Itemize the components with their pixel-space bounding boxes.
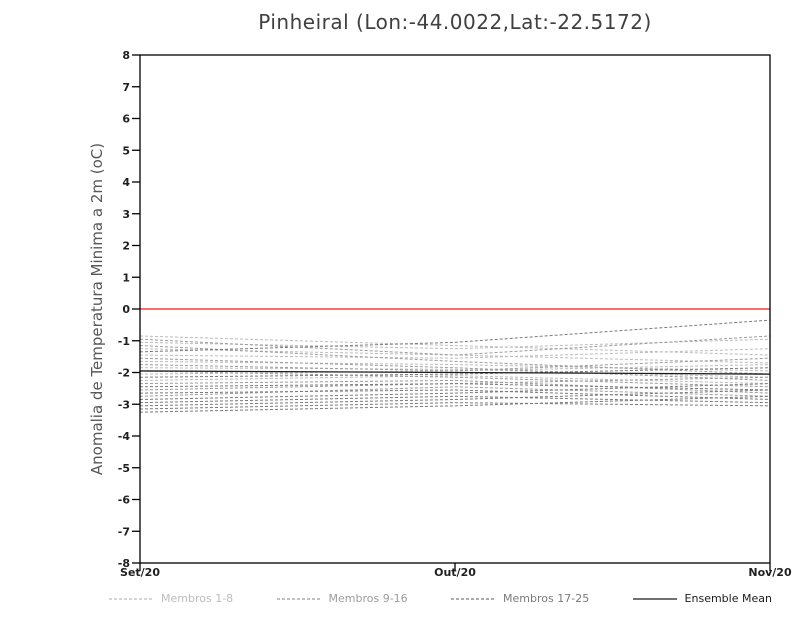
y-tick-label: 5 xyxy=(122,144,130,157)
x-tick-label: Nov/20 xyxy=(748,566,792,579)
y-tick-label: 6 xyxy=(122,113,130,126)
series-line-group-2 xyxy=(139,319,771,353)
series-line-group-0 xyxy=(139,335,771,356)
legend: Membros 1-8 Membros 9-16 Membros 17-25 E… xyxy=(108,592,772,605)
series-line-group-2 xyxy=(139,395,771,413)
series-line-group-1 xyxy=(139,379,771,394)
legend-label-membros-9-16: Membros 9-16 xyxy=(328,592,408,605)
y-tick-label: 1 xyxy=(122,271,130,284)
series-line-group-3 xyxy=(139,370,771,375)
series-line-group-0 xyxy=(139,348,771,364)
series-line-group-2 xyxy=(139,389,771,400)
x-tick-label: Out/20 xyxy=(434,566,476,579)
legend-item-membros-1-8: Membros 1-8 xyxy=(108,592,233,605)
y-tick-label: 2 xyxy=(122,240,130,253)
series-line-group-1 xyxy=(139,335,771,356)
y-tick-label: 8 xyxy=(122,49,130,62)
legend-line-swatch-ensemble-mean xyxy=(632,597,677,600)
series-line-group-2 xyxy=(139,383,771,391)
y-tick-label: 0 xyxy=(122,303,130,316)
y-tick-label: -7 xyxy=(118,525,130,538)
series-line-group-0 xyxy=(139,338,771,350)
legend-label-ensemble-mean: Ensemble Mean xyxy=(684,592,772,605)
legend-line-swatch-membros-17-25 xyxy=(451,597,496,600)
x-tick-label: Set/20 xyxy=(120,566,160,579)
legend-line-swatch-membros-9-16 xyxy=(276,597,321,600)
y-tick-label: -5 xyxy=(118,462,130,475)
series-line-group-1 xyxy=(139,357,771,372)
series-line-group-0 xyxy=(139,348,771,359)
legend-label-membros-17-25: Membros 17-25 xyxy=(503,592,590,605)
series-line-group-1 xyxy=(139,357,771,381)
y-tick-label: -1 xyxy=(118,335,130,348)
legend-item-ensemble-mean: Ensemble Mean xyxy=(632,592,772,605)
y-tick-label: 7 xyxy=(122,81,130,94)
series-line-group-2 xyxy=(139,402,771,410)
y-tick-label: -3 xyxy=(118,398,130,411)
y-tick-label: 3 xyxy=(122,208,130,221)
series-line-group-2 xyxy=(139,367,771,378)
y-tick-label: -6 xyxy=(118,494,131,507)
chart-title: Pinheiral (Lon:-44.0022,Lat:-22.5172) xyxy=(258,10,652,34)
series-line-group-2 xyxy=(139,383,771,400)
y-tick-label: -4 xyxy=(118,430,131,443)
series-line-group-2 xyxy=(139,395,771,404)
series-line-group-0 xyxy=(139,375,771,385)
y-tick-label: -8 xyxy=(118,557,130,570)
legend-item-membros-17-25: Membros 17-25 xyxy=(450,592,589,605)
series-line-group-2 xyxy=(139,389,771,407)
legend-line-swatch-membros-1-8 xyxy=(109,597,153,600)
legend-label-membros-1-8: Membros 1-8 xyxy=(161,592,234,605)
series-line-group-0 xyxy=(139,360,771,372)
series-line-group-1 xyxy=(139,370,771,388)
y-tick-label: 4 xyxy=(122,176,130,189)
legend-item-membros-9-16: Membros 9-16 xyxy=(276,592,408,605)
y-tick-label: -2 xyxy=(118,367,130,380)
series-line-group-0 xyxy=(139,367,771,378)
